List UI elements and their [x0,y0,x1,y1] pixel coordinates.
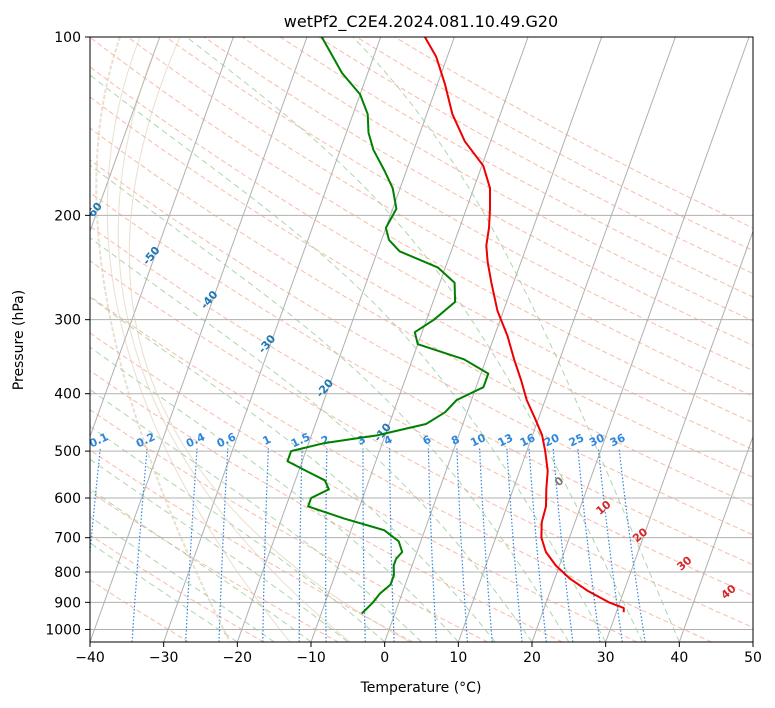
mixing-ratio-line [618,448,646,642]
isotherm-line [531,37,750,642]
y-tick-label: 1000 [45,622,81,638]
isotherm-line [605,229,753,642]
dry-adiabat [90,127,753,507]
plot-frame [89,36,754,643]
arc-line [95,37,231,642]
temperature-profile-line [424,37,625,613]
dry-adiabat [90,260,753,629]
y-tick-label: 200 [54,208,81,224]
moist-adiabat [352,37,680,642]
x-axis-label: Temperature (°C) [360,680,482,696]
isotherm-line [384,37,603,642]
dry-adiabat [90,225,753,597]
y-tick-label: 600 [54,491,81,507]
chart-title: wetPf2_C2E4.2024.081.10.49.G20 [284,12,558,32]
mixing-ratio-label: 30 [587,431,607,449]
x-axis: −40 −30 −20 −10 0 10 20 30 40 50 [75,642,762,666]
x-tick-label: −10 [296,650,326,666]
x-tick-label: 40 [670,650,688,666]
x-tick-label: −40 [75,650,105,666]
moist-adiabat [90,425,386,642]
background-lines [90,37,753,642]
series-layer [286,37,625,615]
moist-adiabat [90,296,496,642]
y-tick-label: 500 [54,444,81,460]
dry-adiabat [127,37,753,397]
x-tick-label: 20 [523,650,541,666]
x-tick-label: 10 [449,650,467,666]
dry-adiabat [90,159,753,536]
isotherm-line [236,37,455,642]
moist-adiabat [186,37,643,642]
dry-adiabat [90,534,264,642]
moist-adiabat [90,542,238,642]
mixing-ratio-label: 10 [468,431,488,449]
x-tick-label: −20 [223,650,253,666]
y-tick-label: 300 [54,313,81,329]
mixing-ratio-label: 16 [518,431,538,449]
dry-adiabat [90,370,563,642]
isotherm-line [457,37,676,642]
y-axis: 100 200 300 400 500 600 700 800 900 1000 [45,30,90,638]
mixing-ratio-label: 25 [567,431,586,449]
x-tick-label: 50 [744,650,762,666]
dry-adiabat [90,295,712,642]
dry-adiabat [165,37,753,372]
dry-adiabat [90,409,488,642]
x-tick-label: −30 [149,650,179,666]
isotherm-line [90,37,308,642]
dry-adiabat [90,66,753,451]
mixing-ratio-label: 20 [542,431,562,449]
y-tick-label: 700 [54,531,81,547]
mixing-ratio-label: 36 [608,431,628,449]
arc-line [117,37,351,642]
moist-adiabat [90,74,607,642]
dry-adiabat [90,332,638,642]
moist-adiabat [90,516,275,642]
dewpoint-profile-line [286,37,490,615]
x-tick-label: 0 [380,650,389,666]
arc-line [106,37,291,642]
y-axis-label: Pressure (hPa) [11,290,27,390]
y-tick-label: 800 [54,565,81,581]
mixing-ratio-line [597,448,623,642]
y-tick-label: 400 [54,387,81,403]
x-tick-label: 30 [597,650,615,666]
isotherm-line [310,37,529,642]
moist-adiabat [90,237,533,642]
isotherm-line [90,37,161,233]
y-tick-label: 100 [54,30,81,46]
dry-adiabat [90,37,753,424]
moist-adiabat [90,346,459,642]
isotherm-line [678,435,753,642]
y-tick-label: 900 [54,595,81,611]
arc-line [128,37,411,642]
isotherm-line [163,37,382,642]
mixing-ratio-label: 13 [496,431,515,449]
